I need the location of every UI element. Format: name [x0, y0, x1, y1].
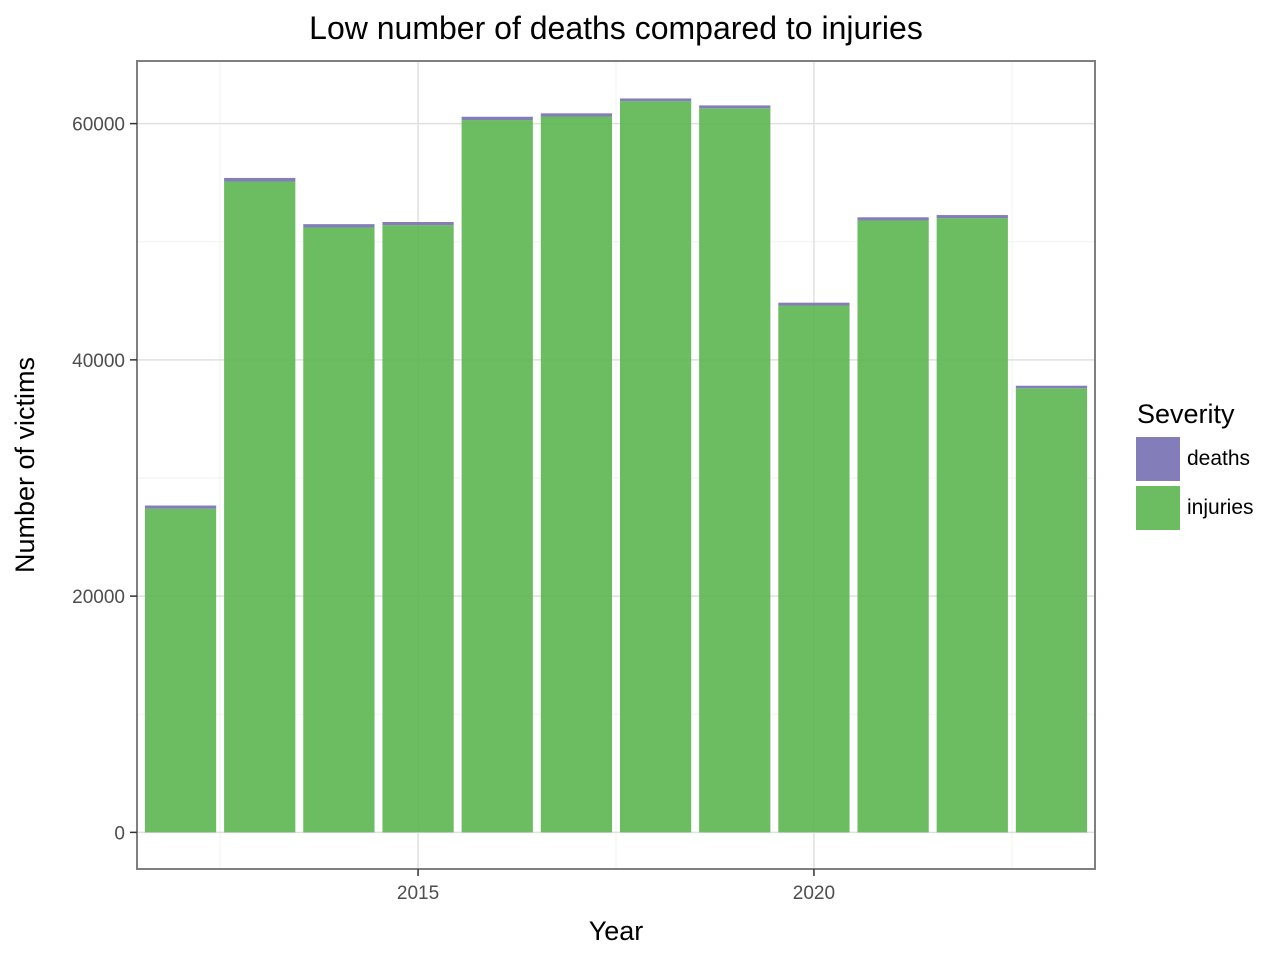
legend-title: Severity — [1137, 399, 1235, 429]
legend-label-injuries: injuries — [1187, 496, 1254, 519]
bar-deaths-2013 — [224, 177, 296, 182]
bar-deaths-2012 — [144, 505, 217, 509]
bar-injuries-2012 — [144, 508, 217, 833]
bar-injuries-2014 — [303, 227, 375, 833]
bar-injuries-2015 — [382, 225, 454, 833]
bar-injuries-2021 — [857, 220, 929, 833]
bar-deaths-2017 — [540, 113, 613, 117]
legend: Severity deaths injuries — [1136, 399, 1254, 530]
bar-deaths-2015 — [382, 222, 454, 226]
bar-injuries-2020 — [778, 305, 850, 833]
legend-label-deaths: deaths — [1187, 447, 1250, 470]
y-tick-label: 0 — [114, 823, 125, 844]
bar-injuries-2013 — [224, 181, 296, 833]
bar-injuries-2016 — [461, 120, 533, 833]
bar-deaths-2016 — [461, 116, 533, 121]
y-axis: 0 20000 40000 60000 — [72, 115, 137, 844]
bar-deaths-2021 — [857, 217, 929, 221]
bar-deaths-2019 — [699, 105, 771, 109]
bar-deaths-2022 — [936, 215, 1008, 219]
bar-injuries-2018 — [619, 101, 692, 833]
legend-key-injuries — [1136, 486, 1180, 530]
legend-key-deaths — [1136, 437, 1180, 481]
x-axis-title: Year — [589, 916, 644, 946]
bar-injuries-2023 — [1015, 388, 1088, 833]
bar-injuries-2022 — [936, 218, 1008, 833]
y-tick-label: 60000 — [72, 115, 125, 136]
bar-deaths-2023 — [1015, 385, 1088, 389]
bar-deaths-2014 — [303, 224, 375, 228]
y-axis-title: Number of victims — [10, 357, 40, 573]
bar-injuries-2017 — [540, 116, 613, 833]
x-tick-label: 2015 — [397, 883, 439, 904]
bar-deaths-2018 — [619, 98, 692, 102]
x-tick-label: 2020 — [793, 883, 835, 904]
y-tick-label: 40000 — [72, 351, 125, 372]
bar-deaths-2020 — [778, 302, 850, 306]
chart-title: Low number of deaths compared to injurie… — [309, 10, 923, 46]
plot-panel-border — [136, 60, 1096, 870]
y-tick-label: 20000 — [72, 587, 125, 608]
bars-group — [144, 98, 1088, 833]
bar-injuries-2019 — [699, 108, 771, 833]
minor-gridlines — [137, 61, 1095, 869]
x-axis: 2015 2020 — [397, 869, 835, 904]
